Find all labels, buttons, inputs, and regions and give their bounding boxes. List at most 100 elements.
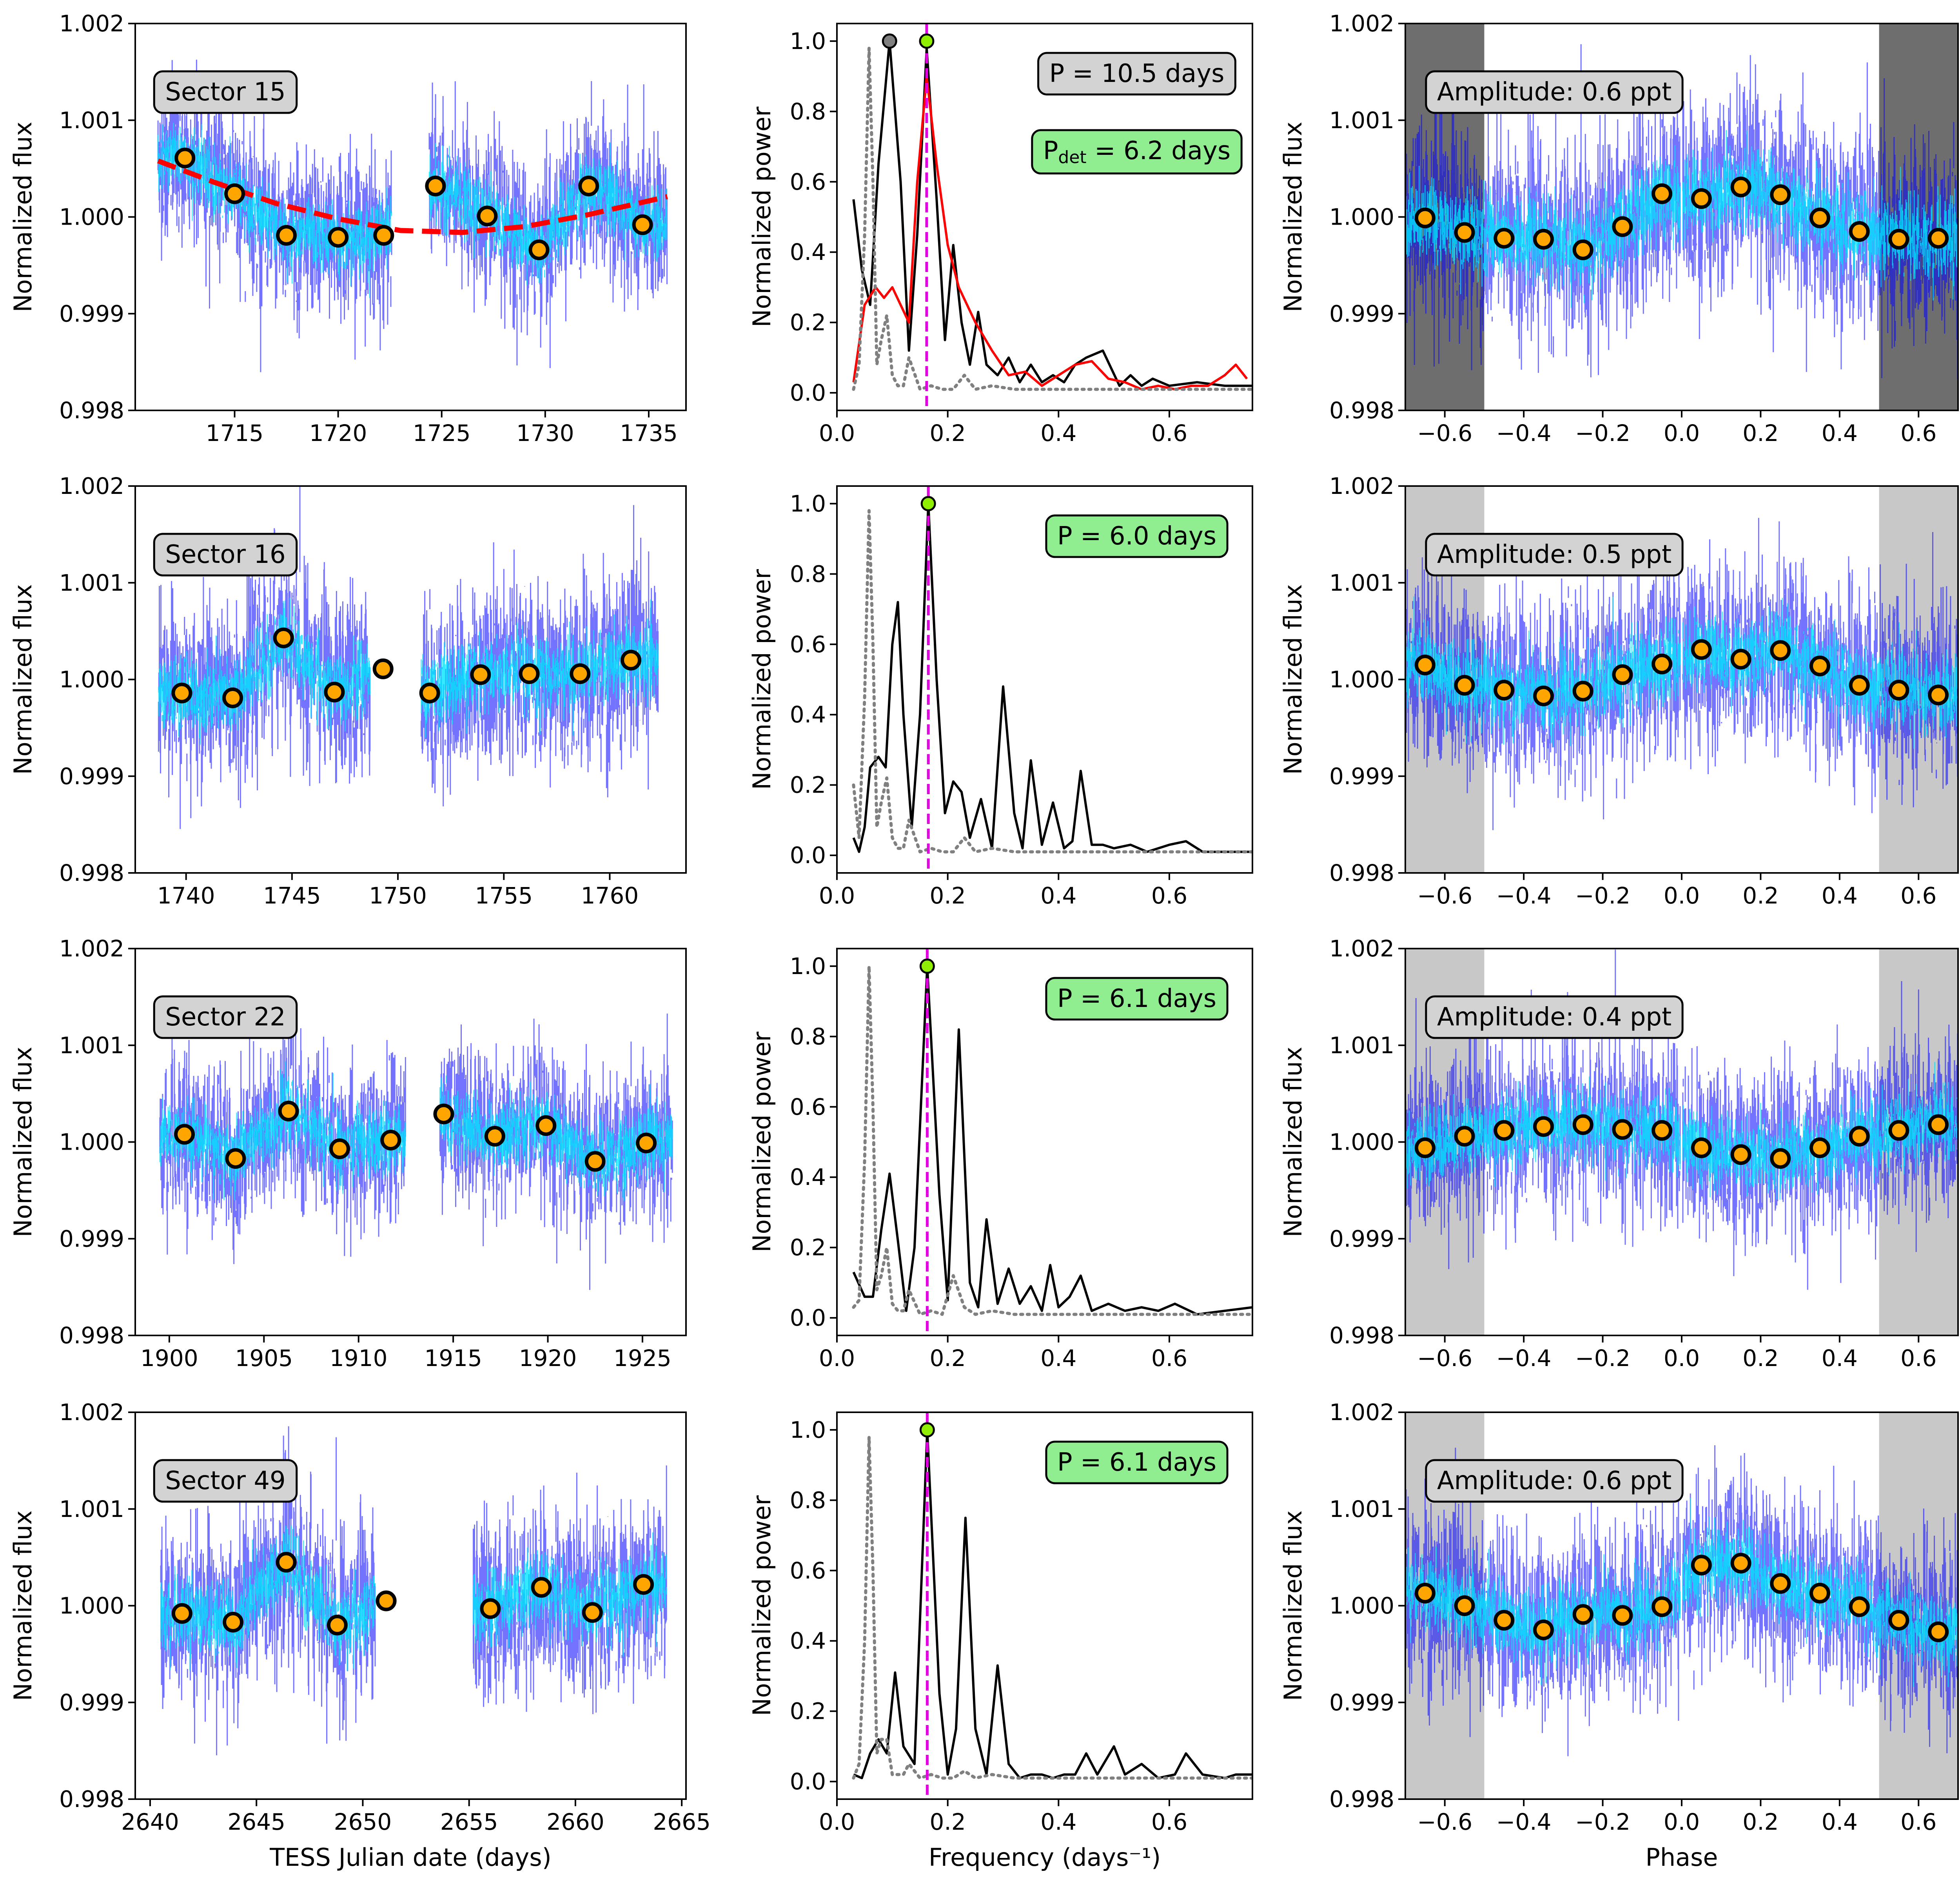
x-tick-label: 1900 bbox=[140, 1345, 198, 1372]
bin-point bbox=[1730, 649, 1751, 670]
axes-frame bbox=[836, 23, 1253, 411]
window_function-line bbox=[852, 509, 1252, 854]
x-tick-label: 0.2 bbox=[1742, 1809, 1779, 1835]
s16-ph: −0.6 −0.4 −0.2 0.0 0.2 0.4 0.6 0.998 0.999 1.000 1… bbox=[1279, 473, 1959, 909]
bin-point bbox=[1691, 1137, 1712, 1158]
x-tick-label: 0.4 bbox=[1040, 882, 1076, 909]
sector-label-text: Sector 49 bbox=[165, 1466, 286, 1495]
y-tick-label: 1.001 bbox=[59, 570, 124, 596]
sector-label-box bbox=[153, 1459, 298, 1503]
bin-point bbox=[273, 627, 294, 648]
y-tick-label: 1.002 bbox=[1329, 935, 1394, 962]
y-tick-label: 0.6 bbox=[790, 1094, 826, 1120]
bin-point bbox=[1888, 229, 1909, 250]
y-tick-label: 0.999 bbox=[1329, 763, 1394, 789]
bin-point bbox=[1928, 684, 1949, 706]
x-tick-label: 2640 bbox=[121, 1809, 179, 1835]
y-tick-label: 0.998 bbox=[1329, 860, 1394, 886]
y-axis-label: Normalized flux bbox=[9, 1510, 37, 1701]
y-tick-label: 0.999 bbox=[59, 300, 124, 327]
bin-point bbox=[1809, 1137, 1830, 1158]
x-tick-label: 1760 bbox=[581, 882, 639, 909]
x-tick-label: −0.2 bbox=[1575, 1809, 1630, 1835]
sector-label-box bbox=[153, 533, 298, 577]
bin-point bbox=[433, 1103, 454, 1125]
period-label-box bbox=[1037, 52, 1236, 96]
bin-point bbox=[531, 1577, 552, 1598]
x-tick-label: 0.2 bbox=[1742, 1345, 1779, 1372]
x-tick-label: −0.6 bbox=[1417, 882, 1472, 909]
x-tick-label: 0.6 bbox=[1151, 1345, 1187, 1372]
sector-label-box bbox=[153, 70, 298, 114]
x-tick-label: 1920 bbox=[519, 1345, 577, 1372]
sector-label-box bbox=[153, 995, 298, 1039]
y-axis-label: Normalized power bbox=[748, 1495, 776, 1716]
x-tick-label: 0.6 bbox=[1900, 420, 1936, 446]
bin-point bbox=[578, 176, 599, 197]
y-tick-label: 0.4 bbox=[790, 701, 826, 728]
bin-point bbox=[1730, 1144, 1751, 1165]
x-tick-label: 1730 bbox=[516, 420, 574, 446]
x-axis-label: TESS Julian date (days) bbox=[269, 1843, 552, 1872]
x-tick-label: 1720 bbox=[309, 420, 367, 446]
y-axis-label: Normalized power bbox=[748, 569, 776, 790]
amplitude-label-box bbox=[1425, 70, 1684, 114]
s16-lc: 1740 1745 1750 1755 1760 0.998 0.999 1.000 1.001… bbox=[9, 473, 687, 909]
y-tick-label: 1.000 bbox=[59, 204, 124, 230]
bin-point bbox=[1849, 1126, 1870, 1147]
x-tick-label: 0.2 bbox=[930, 1809, 966, 1835]
x-tick-label: −0.6 bbox=[1417, 1345, 1472, 1372]
x-tick-label: 0.0 bbox=[1664, 1345, 1700, 1372]
bin-point bbox=[535, 1115, 557, 1136]
bin-point bbox=[174, 1124, 195, 1145]
x-tick-label: 0.0 bbox=[819, 420, 855, 446]
peak-marker bbox=[920, 496, 936, 512]
y-tick-label: 0.4 bbox=[790, 239, 826, 265]
y-tick-label: 0.2 bbox=[790, 772, 826, 798]
y-tick-label: 1.000 bbox=[1329, 666, 1394, 693]
y-tick-label: 1.000 bbox=[1329, 1593, 1394, 1619]
s49-lc-plot-area bbox=[160, 1426, 667, 1756]
peak-marker bbox=[882, 33, 897, 49]
axes-frame bbox=[836, 948, 1253, 1336]
bin-point bbox=[1691, 639, 1712, 660]
y-tick-label: 0.0 bbox=[790, 1304, 826, 1331]
x-tick-label: 0.2 bbox=[930, 1345, 966, 1372]
y-tick-label: 0.998 bbox=[59, 860, 124, 886]
bin-point bbox=[1651, 183, 1673, 204]
trend-fit-line bbox=[157, 158, 668, 235]
y-tick-label: 1.002 bbox=[59, 10, 124, 37]
bin-point bbox=[1849, 1596, 1870, 1617]
x-tick-label: 0.0 bbox=[1664, 882, 1700, 909]
y-tick-label: 0.2 bbox=[790, 309, 826, 336]
y-tick-label: 0.998 bbox=[59, 1322, 124, 1349]
amplitude-label-text: Amplitude: 0.6 ppt bbox=[1437, 1466, 1671, 1495]
bin-point bbox=[222, 687, 243, 708]
bin-point bbox=[484, 1126, 505, 1147]
dense-flux-series bbox=[158, 598, 659, 745]
s15-pg: 0.0 0.2 0.4 0.6 0.0 0.2 0.4 0.6 0.8 1.0 Normalized… bbox=[748, 23, 1253, 446]
y-tick-label: 0.0 bbox=[790, 842, 826, 869]
x-tick-label: 1745 bbox=[263, 882, 321, 909]
y-tick-label: 1.002 bbox=[59, 473, 124, 499]
s49-pg: 0.0 0.2 0.4 0.6 0.0 0.2 0.4 0.6 0.8 1.0 Normalized… bbox=[748, 1411, 1253, 1872]
bin-point bbox=[1888, 680, 1909, 701]
x-tick-label: 0.0 bbox=[1664, 420, 1700, 446]
y-tick-label: 0.0 bbox=[790, 1768, 826, 1795]
bin-point bbox=[372, 658, 394, 679]
bin-point bbox=[519, 663, 540, 684]
bin-point bbox=[1572, 239, 1593, 260]
bin-point bbox=[1770, 640, 1791, 661]
y-tick-label: 0.999 bbox=[1329, 300, 1394, 327]
amplitude-label-text: Amplitude: 0.6 ppt bbox=[1437, 78, 1671, 107]
y-tick-label: 1.002 bbox=[59, 1399, 124, 1426]
s16-lc-plot-area bbox=[158, 486, 659, 829]
bin-point bbox=[1928, 1114, 1949, 1135]
bin-point bbox=[1809, 207, 1830, 229]
y-tick-label: 1.001 bbox=[1329, 570, 1394, 596]
y-tick-label: 0.999 bbox=[59, 763, 124, 789]
x-tick-label: 0.6 bbox=[1900, 882, 1936, 909]
x-tick-label: 0.6 bbox=[1151, 882, 1187, 909]
window_function-line bbox=[852, 46, 1252, 391]
bin-point bbox=[373, 225, 394, 246]
